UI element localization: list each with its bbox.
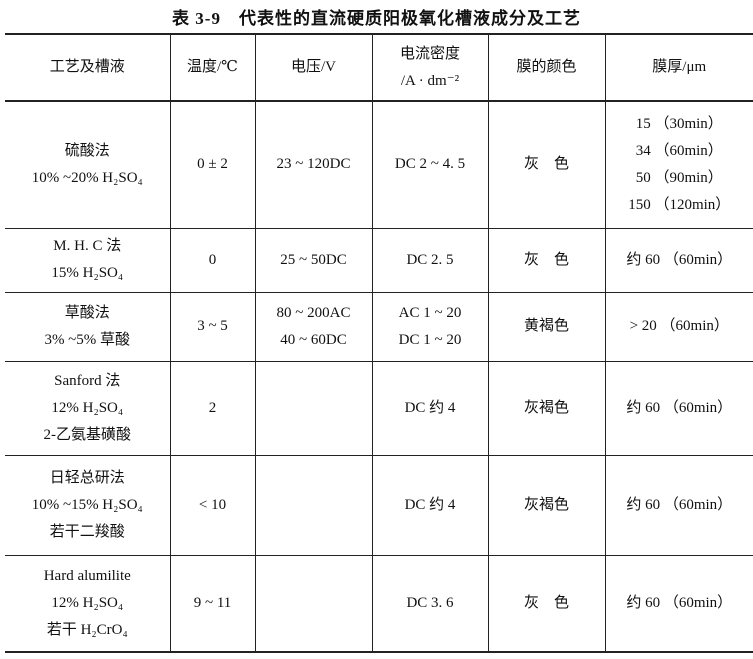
process-cell-line: 日轻总研法 — [49, 469, 125, 486]
process-cell-line: 硫酸法 — [64, 142, 110, 159]
anodizing-table: 工艺及槽液 温度/℃ 电压/V 电流密度 /A · dm⁻² 膜的颜色 膜厚/μ… — [5, 33, 753, 653]
current-density-cell-line: DC 约 4 — [404, 399, 456, 416]
header-current-density: 电流密度 /A · dm⁻² — [371, 34, 488, 101]
voltage-cell — [254, 455, 372, 555]
process-cell-line: Sanford 法 — [54, 372, 121, 389]
header-row: 工艺及槽液 温度/℃ 电压/V 电流密度 /A · dm⁻² 膜的颜色 膜厚/μ… — [5, 34, 753, 101]
voltage-cell-line: 40 ~ 60DC — [280, 331, 347, 348]
voltage-cell: 23 ~ 120DC — [254, 101, 372, 228]
film-thickness-cell: 约 60 （60min） — [604, 455, 753, 555]
temperature-cell: 0 — [169, 228, 255, 292]
temperature-cell: 3 ~ 5 — [169, 292, 255, 361]
film-thickness-cell: 15 （30min） 34 （60min） 50 （90min） 150 （120mi… — [604, 101, 753, 228]
voltage-cell — [254, 555, 372, 652]
process-cell: M. H. C 法 15% H₂SO₄ — [5, 228, 170, 292]
film-thickness-cell-line: 约 60 （60min） — [626, 399, 733, 416]
process-cell-line: 草酸法 — [64, 304, 110, 321]
process-cell-line: 若干 H₂CrO₄ — [46, 621, 128, 638]
process-cell-line: 15% H₂SO₄ — [51, 265, 124, 281]
voltage-cell-line: 23 ~ 120DC — [276, 156, 351, 173]
table-row: 日轻总研法 10% ~15% H₂SO₄ 若干二羧酸 < 10 DC 约 4 灰褐色 约 6… — [5, 455, 753, 555]
table-row: Sanford 法 12% H₂SO₄ 2-乙氨基磺酸 2 DC 约 4 灰褐色 约 60 … — [5, 361, 753, 455]
voltage-cell-line: 80 ~ 200AC — [276, 304, 351, 321]
header-process: 工艺及槽液 — [49, 59, 125, 75]
film-thickness-cell: 约 60 （60min） — [604, 361, 753, 455]
film-thickness-cell-line: > 20 （60min） — [629, 318, 729, 334]
table-title: 表 3-9 代表性的直流硬质阳极氧化槽液成分及工艺 — [172, 9, 581, 28]
voltage-cell: 25 ~ 50DC — [254, 228, 372, 292]
current-density-cell-line: DC 3. 6 — [406, 594, 454, 611]
table-row: 硫酸法 10% ~20% H₂SO₄ 0 ± 2 23 ~ 120DC DC 2 ~ 4… — [5, 101, 753, 228]
film-thickness-cell-line: 50 （90min） — [635, 169, 723, 186]
process-cell-line: 10% ~15% H₂SO₄ — [31, 496, 143, 513]
film-thickness-cell-line: 15 （30min） — [635, 115, 723, 132]
film-thickness-cell-line: 约 60 （60min） — [626, 594, 733, 611]
film-color-cell: 灰褐色 — [487, 455, 605, 555]
process-cell: 草酸法 3% ~5% 草酸 — [5, 292, 170, 361]
table-row: M. H. C 法 15% H₂SO₄ 0 25 ~ 50DC DC 2. 5 灰 色 约 … — [5, 228, 753, 292]
process-cell-line: M. H. C 法 — [53, 238, 122, 254]
current-density-cell: AC 1 ~ 20 DC 1 ~ 20 — [371, 292, 488, 361]
header-current-density-unit: /A · dm⁻² — [400, 72, 460, 89]
film-thickness-cell: > 20 （60min） — [604, 292, 753, 361]
header-film-thickness: 膜厚/μm — [604, 34, 753, 101]
temperature-cell: 9 ~ 11 — [169, 555, 255, 652]
temperature-cell: < 10 — [169, 455, 255, 555]
process-cell-line: 10% ~20% H₂SO₄ — [31, 169, 143, 186]
film-color-cell: 灰 色 — [487, 101, 605, 228]
process-cell-line: 2-乙氨基磺酸 — [43, 426, 132, 443]
temperature-cell: 0 ± 2 — [169, 101, 255, 228]
film-color-cell: 灰 色 — [487, 228, 605, 292]
film-color-cell: 灰 色 — [487, 555, 605, 652]
process-cell-line: Hard alumilite — [43, 567, 131, 584]
process-cell: 硫酸法 10% ~20% H₂SO₄ — [5, 101, 170, 228]
voltage-cell — [254, 361, 372, 455]
voltage-cell: 80 ~ 200AC 40 ~ 60DC — [254, 292, 372, 361]
film-thickness-cell-line: 约 60 （60min） — [626, 496, 733, 513]
current-density-cell-line: DC 1 ~ 20 — [398, 331, 462, 348]
process-cell: Hard alumilite 12% H₂SO₄ 若干 H₂CrO₄ — [5, 555, 170, 652]
temperature-cell: 2 — [169, 361, 255, 455]
film-thickness-cell-line: 34 （60min） — [635, 142, 723, 159]
current-density-cell: DC 2 ~ 4. 5 — [371, 101, 488, 228]
current-density-cell-line: DC 2. 5 — [406, 251, 454, 268]
current-density-cell: DC 约 4 — [371, 361, 488, 455]
voltage-cell-line: 25 ~ 50DC — [280, 251, 347, 268]
table-row: 草酸法 3% ~5% 草酸 3 ~ 5 80 ~ 200AC 40 ~ 60DC AC 1… — [5, 292, 753, 361]
film-thickness-cell: 约 60 （60min） — [604, 555, 753, 652]
process-cell-line: 12% H₂SO₄ — [51, 594, 124, 611]
current-density-cell: DC 2. 5 — [371, 228, 488, 292]
film-color-cell: 黄褐色 — [487, 292, 605, 361]
process-cell-line: 3% ~5% 草酸 — [44, 331, 131, 348]
header-temperature: 温度/℃ — [169, 34, 255, 101]
current-density-cell: DC 3. 6 — [371, 555, 488, 652]
film-color-cell: 灰褐色 — [487, 361, 605, 455]
film-thickness-cell-line: 150 （120min） — [628, 196, 731, 213]
current-density-cell: DC 约 4 — [371, 455, 488, 555]
table-row: Hard alumilite 12% H₂SO₄ 若干 H₂CrO₄ 9 ~ 11 DC… — [5, 555, 753, 652]
current-density-cell-line: DC 2 ~ 4. 5 — [394, 156, 466, 173]
header-current-density-line1: 电流密度 — [399, 45, 460, 62]
process-cell-line: 若干二羧酸 — [49, 523, 125, 540]
header-film-color: 膜的颜色 — [487, 34, 605, 101]
film-thickness-cell-line: 约 60 （60min） — [626, 251, 733, 268]
process-cell-line: 12% H₂SO₄ — [51, 399, 124, 416]
process-cell: Sanford 法 12% H₂SO₄ 2-乙氨基磺酸 — [5, 361, 170, 455]
film-thickness-cell: 约 60 （60min） — [604, 228, 753, 292]
header-voltage: 电压/V — [254, 34, 372, 101]
process-cell: 日轻总研法 10% ~15% H₂SO₄ 若干二羧酸 — [5, 455, 170, 555]
current-density-cell-line: DC 约 4 — [404, 496, 456, 513]
current-density-cell-line: AC 1 ~ 20 — [398, 304, 462, 321]
